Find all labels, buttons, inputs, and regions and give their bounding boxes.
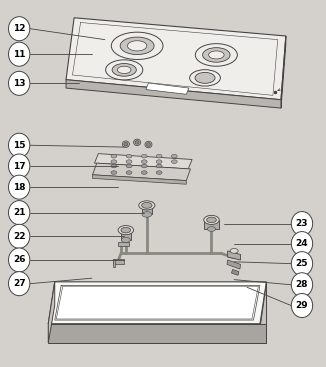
Polygon shape — [118, 242, 129, 246]
Ellipse shape — [111, 164, 117, 168]
Ellipse shape — [171, 155, 177, 158]
Text: 25: 25 — [296, 259, 308, 268]
Ellipse shape — [141, 164, 147, 168]
Text: 17: 17 — [13, 161, 25, 171]
Ellipse shape — [118, 226, 134, 235]
Ellipse shape — [127, 41, 147, 51]
Ellipse shape — [142, 212, 152, 217]
Ellipse shape — [122, 141, 129, 148]
Circle shape — [8, 272, 30, 296]
Circle shape — [291, 252, 313, 276]
Text: 22: 22 — [13, 232, 25, 241]
Ellipse shape — [209, 51, 224, 59]
Polygon shape — [146, 83, 189, 94]
Ellipse shape — [121, 237, 130, 243]
Polygon shape — [95, 154, 192, 169]
Ellipse shape — [142, 203, 152, 208]
Text: 21: 21 — [13, 208, 25, 217]
Ellipse shape — [111, 155, 117, 158]
Polygon shape — [231, 269, 239, 275]
Polygon shape — [66, 80, 281, 108]
Circle shape — [8, 248, 30, 272]
Polygon shape — [93, 175, 186, 184]
Ellipse shape — [135, 141, 139, 144]
Ellipse shape — [146, 143, 150, 146]
Circle shape — [291, 211, 313, 236]
Ellipse shape — [141, 171, 147, 174]
Ellipse shape — [141, 160, 147, 163]
Text: 24: 24 — [296, 239, 308, 248]
Polygon shape — [281, 36, 286, 108]
Circle shape — [8, 175, 30, 199]
Ellipse shape — [202, 48, 230, 62]
Circle shape — [291, 294, 313, 317]
Text: 26: 26 — [13, 255, 25, 265]
Text: 29: 29 — [296, 301, 308, 310]
Polygon shape — [56, 286, 258, 319]
Text: 12: 12 — [13, 24, 25, 33]
Circle shape — [8, 42, 30, 66]
Ellipse shape — [117, 66, 131, 73]
Polygon shape — [142, 206, 152, 214]
Circle shape — [291, 273, 313, 297]
Circle shape — [8, 201, 30, 225]
Ellipse shape — [141, 155, 147, 158]
Circle shape — [8, 71, 30, 95]
Text: 15: 15 — [13, 141, 25, 150]
Ellipse shape — [156, 164, 162, 168]
Ellipse shape — [121, 228, 131, 233]
Polygon shape — [113, 259, 124, 264]
Ellipse shape — [126, 160, 132, 163]
Polygon shape — [121, 230, 131, 240]
Ellipse shape — [111, 160, 117, 163]
Text: 18: 18 — [13, 183, 25, 192]
Text: 13: 13 — [13, 79, 25, 88]
Polygon shape — [228, 251, 241, 260]
Ellipse shape — [112, 63, 136, 76]
Ellipse shape — [204, 215, 219, 225]
Polygon shape — [48, 282, 55, 343]
Text: 23: 23 — [296, 219, 308, 228]
Ellipse shape — [111, 171, 117, 174]
Text: 11: 11 — [13, 50, 25, 59]
Ellipse shape — [124, 142, 128, 146]
Ellipse shape — [195, 72, 215, 83]
Ellipse shape — [207, 227, 215, 232]
Circle shape — [8, 17, 30, 41]
Ellipse shape — [171, 160, 177, 163]
Polygon shape — [48, 282, 266, 324]
Polygon shape — [48, 324, 266, 343]
Polygon shape — [93, 163, 190, 181]
Ellipse shape — [111, 32, 163, 59]
Ellipse shape — [190, 70, 220, 86]
Ellipse shape — [156, 171, 162, 174]
Ellipse shape — [230, 248, 238, 253]
Text: 27: 27 — [13, 279, 25, 288]
Ellipse shape — [156, 160, 162, 163]
Ellipse shape — [145, 141, 152, 148]
Ellipse shape — [126, 171, 132, 174]
Ellipse shape — [139, 201, 155, 210]
Polygon shape — [113, 259, 114, 267]
Ellipse shape — [134, 139, 141, 146]
Ellipse shape — [126, 164, 132, 168]
Text: 28: 28 — [296, 280, 308, 289]
Circle shape — [291, 232, 313, 256]
Ellipse shape — [106, 60, 143, 80]
Circle shape — [8, 154, 30, 178]
Ellipse shape — [195, 44, 237, 66]
Ellipse shape — [120, 37, 154, 55]
Polygon shape — [227, 260, 241, 269]
Circle shape — [8, 133, 30, 157]
Ellipse shape — [156, 155, 162, 158]
Polygon shape — [260, 282, 266, 343]
Ellipse shape — [207, 217, 216, 223]
Polygon shape — [204, 220, 219, 229]
Circle shape — [8, 224, 30, 248]
Polygon shape — [66, 18, 286, 100]
Ellipse shape — [126, 155, 132, 158]
